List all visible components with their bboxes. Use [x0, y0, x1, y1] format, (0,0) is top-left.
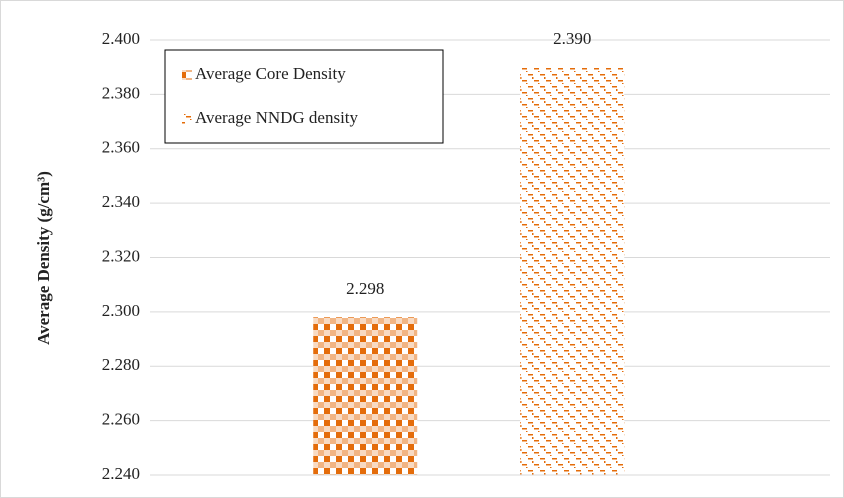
- legend-swatch: [182, 114, 192, 124]
- y-tick-label: 2.340: [102, 192, 140, 211]
- y-tick-label: 2.260: [102, 410, 140, 429]
- legend-box: [164, 49, 444, 144]
- y-tick-label: 2.360: [102, 138, 140, 157]
- bar: [313, 317, 418, 475]
- data-label: 2.390: [553, 29, 591, 48]
- data-label: 2.298: [346, 279, 384, 298]
- y-tick-label: 2.320: [102, 246, 140, 265]
- bar: [520, 67, 625, 475]
- legend-swatch: [182, 70, 192, 80]
- y-tick-label: 2.400: [102, 29, 140, 48]
- y-tick-label: 2.280: [102, 355, 140, 374]
- y-axis-title: Average Density (g/cm³): [34, 171, 53, 345]
- legend-label: Average Core Density: [195, 64, 346, 83]
- y-tick-label: 2.380: [102, 83, 140, 102]
- legend-label: Average NNDG density: [195, 108, 359, 127]
- y-tick-label: 2.300: [102, 301, 140, 320]
- y-tick-label: 2.240: [102, 464, 140, 483]
